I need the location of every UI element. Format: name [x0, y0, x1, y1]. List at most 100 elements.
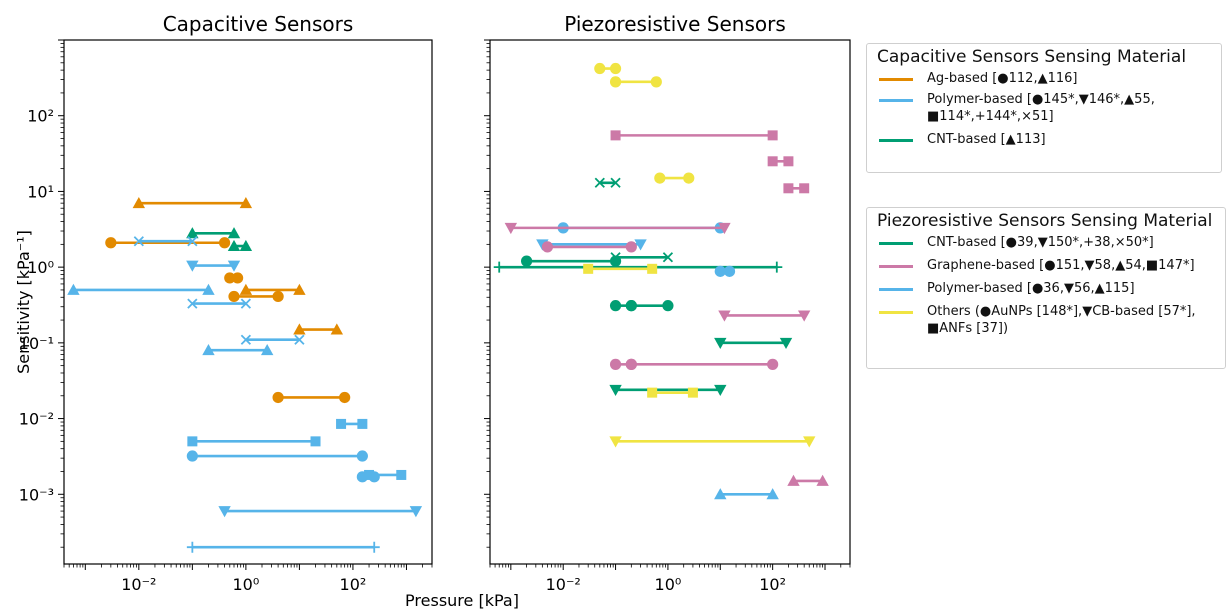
segment-graphene-based [610, 130, 778, 141]
segment-polymer-based [186, 260, 241, 272]
segment-others [647, 387, 698, 398]
marker-circle [339, 391, 351, 404]
segment-others [594, 62, 622, 75]
marker-circle [521, 255, 533, 267]
legend-label: CNT-based [▲113] [927, 132, 1046, 147]
segment-cnt-based [594, 177, 621, 188]
segment-ag-based [293, 323, 344, 335]
marker-square [336, 418, 347, 429]
segment-others [583, 263, 658, 274]
panel-piezoresistive: Piezoresistive Sensors 10⁻² 10⁰ 10² [484, 12, 851, 594]
marker-circle [609, 255, 622, 267]
segment-polymer-based [187, 298, 252, 309]
marker-circle [625, 300, 637, 312]
marker-circle [714, 265, 726, 277]
marker-triangle-up [239, 196, 253, 209]
marker-circle [609, 358, 622, 370]
marker-triangle-up [239, 239, 253, 251]
marker-circle [541, 241, 554, 253]
segment-polymer-based [364, 469, 407, 480]
y-tick-label: 10² [27, 107, 54, 126]
marker-square [783, 183, 794, 194]
marker-plus [368, 541, 380, 553]
legend-swatch [879, 78, 913, 81]
marker-circle [683, 172, 695, 184]
x-tick-label: 10² [759, 575, 786, 594]
marker-triangle-down [797, 310, 811, 322]
marker-circle [356, 450, 368, 462]
x-tick-label: 10⁻² [546, 575, 581, 594]
marker-circle [594, 62, 606, 75]
legend-entry-cnt: CNT-based [●39,▼150*,+38,×50*] [867, 234, 1225, 257]
plot-frame [489, 39, 851, 565]
marker-triangle-down [609, 436, 622, 448]
marker-triangle-down [803, 436, 816, 448]
segment-graphene-based [625, 358, 779, 370]
marker-x [133, 236, 144, 247]
marker-triangle-up [227, 239, 241, 251]
legend-label: CNT-based [●39,▼150*,+38,×50*] [927, 235, 1154, 250]
marker-circle [767, 358, 779, 370]
marker-triangle-down [504, 222, 518, 235]
marker-circle [654, 172, 666, 184]
marker-triangle-down [218, 506, 231, 518]
x-tick-label: 10⁰ [232, 575, 259, 594]
legend-swatch [879, 288, 913, 291]
marker-triangle-up [816, 474, 829, 486]
marker-square [357, 418, 368, 429]
y-tick-label: 10⁻³ [19, 485, 54, 504]
segment-ag-based [272, 391, 351, 404]
marker-x [294, 334, 305, 345]
segment-polymer-based [186, 541, 380, 553]
data-marks [493, 62, 829, 500]
marker-triangle-up [293, 283, 306, 295]
data-marks [67, 196, 423, 553]
marker-triangle-up [186, 227, 199, 239]
marker-square [687, 387, 698, 398]
marker-plus [493, 261, 505, 273]
marker-circle [105, 237, 117, 249]
marker-triangle-up [330, 323, 344, 335]
segment-ag-based [224, 272, 244, 284]
legend-entry-cnt: CNT-based [▲113] [867, 131, 1221, 152]
plot-frame [63, 39, 433, 565]
marker-x [662, 252, 674, 263]
y-ticks: 10⁻³ 10⁻² 10⁻¹ 10⁰ 10¹ 10² [19, 39, 64, 548]
marker-triangle-up [67, 283, 80, 295]
marker-square [187, 436, 198, 447]
marker-triangle-up [766, 488, 779, 500]
legend-label: Graphene-based [●151,▼58,▲54,■147*] [927, 258, 1195, 273]
segment-ag-based [132, 196, 253, 209]
marker-circle [231, 272, 244, 284]
segment-cnt-based [714, 337, 793, 350]
marker-triangle-down [718, 222, 731, 235]
marker-circle [272, 290, 284, 303]
marker-triangle-up [202, 343, 215, 356]
legend-entry-polymer: Polymer-based [●145*,▼146*,▲55, ■114*,+1… [867, 91, 1221, 131]
marker-square [364, 469, 375, 480]
legend-swatch [879, 242, 913, 245]
x-ticks: 10⁻² 10⁰ 10² [63, 564, 433, 594]
marker-triangle-down [718, 310, 731, 322]
marker-circle [224, 272, 236, 284]
marker-triangle-down [609, 384, 622, 396]
segment-polymer-based [336, 418, 368, 429]
segment-polymer-based [187, 436, 321, 447]
segment-graphene-based [504, 222, 731, 235]
legend-label: Others (●AuNPs [148*],▼CB-based [57*], ■… [927, 304, 1196, 336]
segment-polymer-based [240, 334, 305, 345]
legend-entry-graphene: Graphene-based [●151,▼58,▲54,■147*] [867, 257, 1225, 280]
x-tick-label: 10⁻² [121, 575, 156, 594]
marker-circle [228, 290, 240, 303]
marker-triangle-down [714, 384, 727, 396]
marker-x [240, 334, 252, 345]
y-tick-label: 10⁰ [27, 258, 54, 277]
marker-square [783, 156, 794, 167]
marker-triangle-down [409, 506, 423, 518]
segment-polymer-based [714, 265, 736, 277]
segment-graphene-based [718, 310, 811, 322]
legend-swatch [879, 311, 913, 314]
segment-cnt-based [227, 239, 253, 251]
segment-ag-based [228, 290, 284, 303]
legend-label: Polymer-based [●145*,▼146*,▲55, ■114*,+1… [927, 92, 1155, 124]
